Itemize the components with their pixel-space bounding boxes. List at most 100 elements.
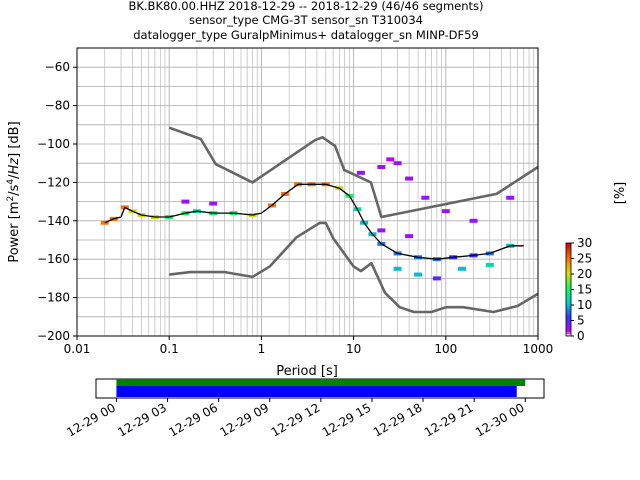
colorbar-tick-label: 25 <box>577 252 592 266</box>
title-line-1: BK.BK80.00.HHZ 2018-12-29 -- 2018-12-29 … <box>128 0 483 13</box>
colorbar-segment <box>566 303 571 307</box>
colorbar-segment <box>566 308 571 311</box>
psd-histogram-cell <box>485 262 494 267</box>
colorbar-tick-label: 30 <box>577 236 592 250</box>
colorbar-segment <box>566 273 571 276</box>
grid-lines <box>76 47 538 337</box>
psd-histogram-cell <box>405 176 414 181</box>
x-tick-label: 0.01 <box>64 342 91 356</box>
colorbar-segment <box>566 243 571 246</box>
colorbar-segment <box>566 333 571 337</box>
title-line-2: sensor_type CMG-3T sensor_sn T310034 <box>189 13 423 27</box>
y-tick-label: −60 <box>45 60 70 74</box>
colorbar-segment <box>566 324 571 328</box>
colorbar-segment <box>566 275 571 279</box>
colorbar-segment <box>566 317 571 321</box>
colorbar-segment <box>566 301 571 304</box>
high-noise-model-line <box>168 126 539 219</box>
y-axis-label: Power [m2/s4/Hz] [dB] <box>6 121 22 262</box>
colorbar-segment <box>566 310 571 314</box>
colorbar-segment <box>566 277 571 281</box>
colorbar-label: [%] <box>613 182 628 205</box>
psd-histogram-cell <box>181 199 190 204</box>
psd-histogram-cells <box>100 157 515 281</box>
colorbar-segment <box>566 296 571 300</box>
coverage-tick-label: 12-29 15 <box>320 400 374 439</box>
coverage-tick-label: 12-29 03 <box>115 400 169 439</box>
colorbar-segment <box>566 259 571 262</box>
colorbar-segment <box>566 261 571 265</box>
psd-histogram-cell <box>506 195 515 200</box>
psd-histogram-cell <box>432 276 441 281</box>
colorbar-segment <box>566 254 571 258</box>
colorbar-tick-label: 5 <box>577 314 585 328</box>
coverage-tick-label: 12-29 21 <box>422 400 476 439</box>
psd-histogram-cell <box>405 234 414 239</box>
colorbar-segment <box>566 326 571 330</box>
psd-histogram-cell <box>393 161 402 166</box>
colorbar-segment <box>566 329 571 332</box>
colorbar-tick-label: 10 <box>577 298 592 312</box>
colorbar-segment <box>566 287 571 290</box>
axis-ticks: 0.01 0.1 1 10 100 1000 −200 −180 −160 −140 −120 −10… <box>37 60 553 356</box>
colorbar-segment <box>566 256 571 260</box>
psd-histogram-cell <box>469 218 478 223</box>
colorbar-segment <box>566 270 571 274</box>
psd-histogram-cell <box>377 165 386 170</box>
coverage-tick-label: 12-29 00 <box>64 400 118 439</box>
colorbar-segment <box>566 247 571 251</box>
x-tick-label: 1 <box>258 342 266 356</box>
colorbar-tick-label: 0 <box>577 329 585 343</box>
y-tick-label: −160 <box>37 252 70 266</box>
coverage-tick-label: 12-30 00 <box>473 400 527 439</box>
colorbar-segment <box>566 312 571 316</box>
colorbar-tick-label: 15 <box>577 283 592 297</box>
x-tick-label: 10 <box>346 342 361 356</box>
low-noise-model-line <box>169 221 539 314</box>
psd-histogram-cell <box>356 170 365 175</box>
colorbar-segment <box>566 298 571 302</box>
colorbar-segment <box>566 282 571 286</box>
colorbar-segment <box>566 315 571 318</box>
psd-histogram-cell <box>386 157 395 162</box>
colorbar-segment <box>566 245 571 249</box>
colorbar-segment <box>566 319 571 323</box>
colorbar-segment <box>566 268 571 272</box>
y-tick-label: −80 <box>45 99 70 113</box>
psd-histogram-cell <box>209 201 218 206</box>
psd-histogram-cell <box>414 272 423 277</box>
psd-histogram-cell <box>441 209 450 214</box>
psd-histogram-cell <box>100 220 109 225</box>
y-tick-label: −120 <box>37 175 70 189</box>
colorbar-segment <box>566 289 571 293</box>
coverage-tick-label: 12-29 06 <box>166 400 220 439</box>
psd-histogram-cell <box>393 266 402 271</box>
colorbar-segment <box>566 305 571 309</box>
colorbar-segment <box>566 291 571 295</box>
colorbar-segment <box>566 280 571 283</box>
noise-model-lines <box>104 126 539 314</box>
x-axis-label: Period [s] <box>276 364 338 379</box>
y-tick-label: −200 <box>37 329 70 343</box>
psd-histogram-cell <box>458 266 467 271</box>
colorbar-segment <box>566 263 571 267</box>
coverage-tick-label: 12-29 09 <box>218 400 272 439</box>
coverage-data-available-bar <box>116 379 526 386</box>
colorbar-segment <box>566 252 571 256</box>
colorbar-segment <box>566 322 571 325</box>
psd-histogram-cell <box>377 228 386 233</box>
colorbar-segment <box>566 266 571 269</box>
x-tick-label: 100 <box>434 342 457 356</box>
colorbar-segment <box>566 331 571 335</box>
title-line-3: datalogger_type GuralpMinimus+ datalogge… <box>133 28 479 42</box>
y-tick-label: −100 <box>37 137 70 151</box>
x-tick-label: 0.1 <box>160 342 179 356</box>
plot-area-frame <box>76 47 539 337</box>
colorbar-tick-label: 20 <box>577 267 592 281</box>
x-tick-label: 1000 <box>523 342 554 356</box>
y-tick-label: −140 <box>37 214 70 228</box>
colorbar-segment <box>566 284 571 288</box>
